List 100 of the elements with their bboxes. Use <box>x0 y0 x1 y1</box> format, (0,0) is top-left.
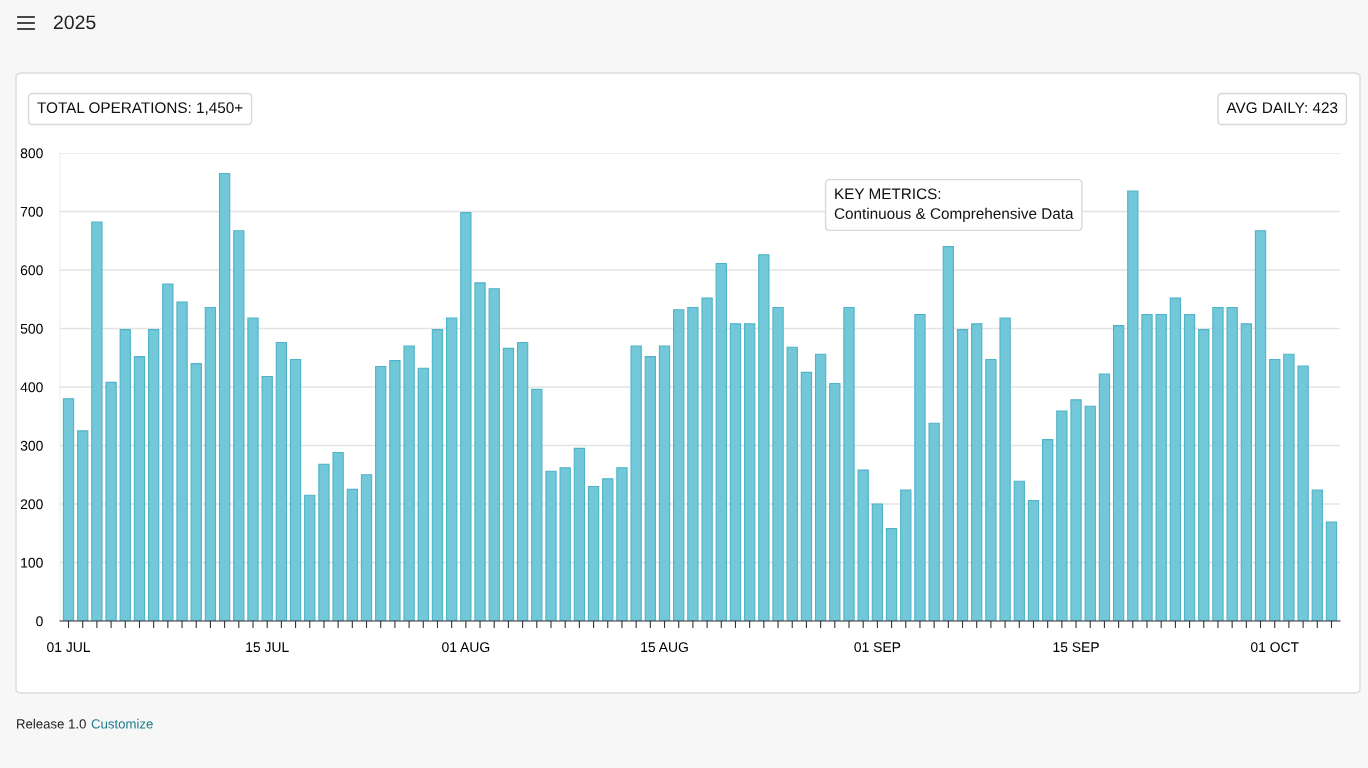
bar <box>91 221 103 621</box>
bar <box>559 467 571 621</box>
bar <box>417 367 429 621</box>
bar <box>942 246 955 621</box>
bar <box>360 474 373 621</box>
bar <box>715 263 727 621</box>
bar <box>488 288 500 621</box>
bar <box>985 358 997 621</box>
bar <box>800 371 813 621</box>
bar <box>431 329 444 621</box>
bar <box>644 356 656 621</box>
bar <box>1112 325 1125 621</box>
bar <box>1297 365 1309 621</box>
bar <box>204 306 217 621</box>
bar <box>956 329 969 621</box>
bar <box>318 463 330 621</box>
bar <box>871 503 884 621</box>
bar <box>1013 480 1025 621</box>
bar <box>162 283 174 621</box>
bar <box>1269 358 1281 621</box>
bar <box>701 297 713 621</box>
y-tick-label: 600 <box>20 265 43 276</box>
bar <box>999 317 1011 621</box>
y-tick-label: 500 <box>20 323 43 334</box>
bar <box>389 360 401 621</box>
bar <box>218 172 231 621</box>
bar <box>474 282 486 621</box>
bar <box>1226 306 1238 621</box>
bar <box>729 323 742 621</box>
bar <box>1070 399 1082 621</box>
bar <box>332 451 344 621</box>
bar <box>62 398 75 621</box>
bar <box>1198 329 1210 621</box>
text: Customize <box>91 718 153 729</box>
y-tick-label: 200 <box>20 499 43 510</box>
bar <box>545 470 557 621</box>
bar <box>445 317 458 621</box>
bar <box>1141 313 1153 621</box>
bar <box>829 382 841 621</box>
bar <box>843 306 855 621</box>
bar <box>289 358 302 621</box>
bar <box>1240 323 1253 621</box>
bar <box>1325 521 1338 621</box>
x-tick-label: 01 SEP <box>854 642 901 653</box>
x-tick-label: 01 AUG <box>442 642 490 653</box>
bar <box>1155 313 1167 621</box>
bar <box>304 494 316 621</box>
bar <box>247 317 259 621</box>
bar <box>1311 489 1323 621</box>
bar <box>928 422 940 621</box>
bar <box>190 363 202 621</box>
bar <box>233 230 245 621</box>
bar <box>814 353 827 621</box>
bar <box>1254 230 1267 621</box>
bar <box>673 309 685 621</box>
bar <box>531 388 543 621</box>
bar <box>133 356 146 621</box>
bar <box>602 478 614 621</box>
bar <box>630 345 642 621</box>
bar <box>176 301 188 621</box>
bar <box>375 365 387 621</box>
bar <box>275 341 288 621</box>
bar <box>460 212 472 621</box>
x-tick-label: 15 JUL <box>246 642 289 653</box>
text: Release 1.0 <box>17 718 86 729</box>
bar <box>403 345 415 621</box>
y-tick-label: 400 <box>20 382 43 393</box>
bar <box>616 467 628 621</box>
bar <box>77 430 89 621</box>
bar <box>119 329 131 621</box>
annotation: KEY METRICS: Continuous & Comprehensive Data <box>834 188 1074 223</box>
text: AVG DAILY: 423 <box>1226 102 1338 114</box>
bar <box>105 381 117 621</box>
bar <box>147 329 160 621</box>
bar <box>1084 405 1096 621</box>
bar <box>1042 439 1054 621</box>
bar <box>587 485 600 621</box>
bar <box>687 306 699 621</box>
bar <box>1027 499 1040 621</box>
x-tick-label: 15 SEP <box>1053 642 1099 653</box>
bar <box>1169 297 1182 621</box>
x-tick-label: 01 JUL <box>47 642 91 653</box>
bar <box>1056 410 1068 621</box>
bar <box>744 323 756 621</box>
y-tick-label: 800 <box>20 148 43 159</box>
bar <box>1183 313 1196 621</box>
x-tick-label: 15 AUG <box>641 642 688 653</box>
bar <box>900 489 912 621</box>
bar <box>516 341 529 621</box>
y-tick-label: 100 <box>21 557 43 568</box>
bar <box>758 254 770 621</box>
bar <box>914 313 926 621</box>
text: TOTAL OPERATIONS: 1,450+ <box>37 102 243 115</box>
bar <box>1283 353 1295 621</box>
y-tick-label: 0 <box>36 616 43 627</box>
chart-title: 2025 <box>53 15 96 30</box>
x-tick-label: 01 OCT <box>1250 642 1299 653</box>
bar <box>346 488 358 621</box>
bar <box>261 375 273 621</box>
bar <box>502 347 515 621</box>
